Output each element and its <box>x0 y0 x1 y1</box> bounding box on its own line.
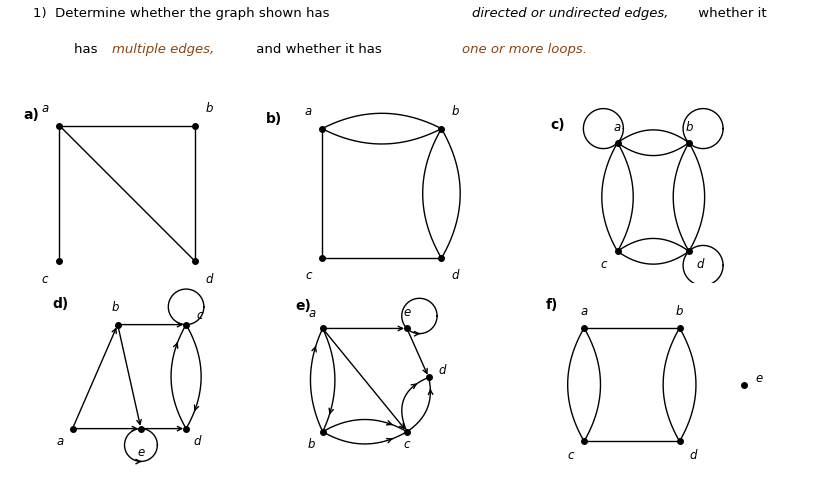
Text: e): e) <box>296 299 311 312</box>
Text: e: e <box>137 446 144 459</box>
Text: a: a <box>305 106 312 119</box>
Text: d: d <box>205 273 213 286</box>
Text: a: a <box>57 435 64 448</box>
Text: b: b <box>111 301 119 313</box>
Text: c: c <box>196 309 203 322</box>
Text: c: c <box>305 269 312 282</box>
Text: c: c <box>600 258 607 271</box>
Text: b: b <box>308 438 315 451</box>
Text: d: d <box>690 449 697 462</box>
Text: b: b <box>686 121 693 134</box>
Text: b): b) <box>266 112 282 125</box>
Text: a): a) <box>24 108 39 122</box>
Text: a: a <box>42 102 48 115</box>
Text: d: d <box>452 269 459 282</box>
Text: a: a <box>308 308 315 320</box>
Text: e: e <box>755 372 762 384</box>
Text: d: d <box>438 365 446 377</box>
Text: one or more loops.: one or more loops. <box>462 43 587 56</box>
Text: c: c <box>567 449 574 462</box>
Text: c): c) <box>550 119 565 132</box>
Text: multiple edges,: multiple edges, <box>112 43 214 56</box>
Text: f): f) <box>545 298 557 312</box>
Text: d: d <box>193 435 201 448</box>
Text: 1)  Determine whether the graph shown has: 1) Determine whether the graph shown has <box>33 7 333 20</box>
Text: d: d <box>697 258 704 271</box>
Text: e: e <box>403 306 410 319</box>
Text: a: a <box>580 305 588 317</box>
Text: has: has <box>74 43 102 56</box>
Text: whether it: whether it <box>694 7 766 20</box>
Text: c: c <box>404 438 410 451</box>
Text: b: b <box>205 102 213 115</box>
Text: b: b <box>676 305 683 317</box>
Text: d): d) <box>52 297 68 311</box>
Text: c: c <box>42 273 48 286</box>
Text: directed or undirected edges,: directed or undirected edges, <box>472 7 668 20</box>
Text: a: a <box>614 121 621 134</box>
Text: b: b <box>452 106 459 119</box>
Text: and whether it has: and whether it has <box>252 43 386 56</box>
